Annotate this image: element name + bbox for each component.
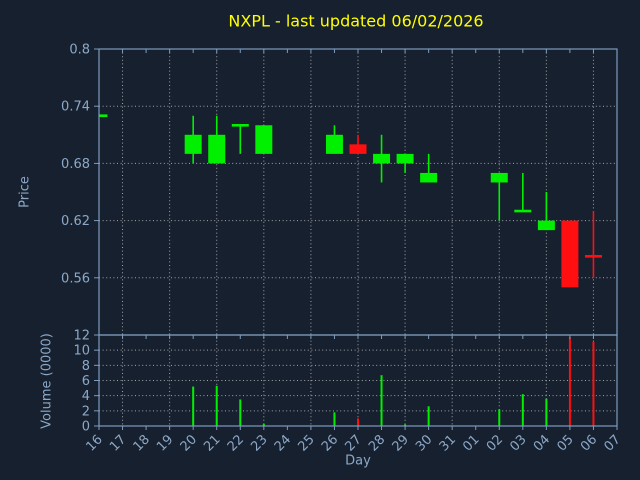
price-tick-labels: 0.8 0.74 0.68 0.62 0.56 [61, 43, 90, 287]
x-tick-label-16: 16 [84, 432, 106, 454]
x-tick-label-29: 29 [390, 432, 412, 454]
x-axis-label: Day [345, 453, 371, 469]
volume-bar-03 [521, 394, 524, 426]
candle-28 [373, 134, 391, 183]
price-panel-spine [98, 48, 618, 336]
x-tick-label-03: 03 [507, 432, 529, 454]
volume-bar-21 [215, 385, 218, 426]
price-tick-label-0.8: 0.8 [69, 43, 90, 58]
x-tick-label-04: 04 [531, 432, 553, 454]
x-tick-label-02: 02 [484, 432, 506, 454]
x-tick-label-25: 25 [295, 432, 317, 454]
volume-tick-label-12: 12 [73, 329, 90, 344]
volume-bar-20 [192, 386, 195, 426]
price-tick-label-0.68: 0.68 [61, 157, 90, 172]
x-tick-labels: 16 17 18 19 20 21 22 23 24 25 26 27 28 29 30 31 01 02 03 04… [84, 432, 624, 454]
x-tick-label-01: 01 [460, 432, 482, 454]
x-tick-label-07: 07 [602, 432, 624, 454]
volume-bar-02 [498, 409, 501, 426]
x-tick-label-28: 28 [366, 432, 388, 454]
x-tick-label-26: 26 [319, 432, 341, 454]
chart-title: NXPL - last updated 06/02/2026 [228, 11, 484, 31]
candle-21 [208, 115, 226, 164]
x-tick-label-30: 30 [413, 432, 435, 454]
volume-axis-label: Volume (0000) [39, 333, 55, 429]
price-tick-label-0.62: 0.62 [61, 214, 90, 229]
volume-tick-label-0: 0 [82, 420, 90, 435]
volume-bars [192, 337, 595, 426]
x-tick-label-24: 24 [272, 432, 294, 454]
volume-tick-label-8: 8 [82, 359, 90, 374]
candle-03 [514, 172, 532, 213]
price-tick-label-0.74: 0.74 [61, 100, 90, 115]
x-tick-label-05: 05 [554, 432, 576, 454]
candle-27 [349, 134, 367, 154]
volume-bar-04 [545, 398, 548, 426]
candle-body [325, 134, 343, 154]
volume-bar-23 [262, 423, 265, 426]
candles [99, 114, 602, 288]
x-tick-label-23: 23 [248, 432, 270, 454]
x-tick-label-17: 17 [107, 432, 129, 454]
volume-bar-29 [404, 424, 407, 426]
volume-tick-label-4: 4 [82, 389, 90, 404]
candle-body [255, 125, 273, 154]
candle-body [561, 220, 579, 288]
candle-29 [396, 153, 414, 173]
volume-bar-27 [357, 418, 359, 426]
candle-04 [537, 192, 555, 231]
x-tick-label-21: 21 [201, 432, 223, 454]
candle-body [349, 144, 367, 154]
candle-body [208, 134, 226, 164]
volume-tick-label-2: 2 [82, 404, 90, 419]
x-tick-label-27: 27 [343, 432, 365, 454]
x-tick-label-06: 06 [578, 432, 600, 454]
candle-06 [584, 211, 602, 278]
x-tick-label-31: 31 [437, 432, 459, 454]
candle-02 [490, 172, 508, 221]
candle-22 [231, 123, 249, 154]
candle-20 [184, 115, 202, 164]
candle-body [373, 153, 391, 164]
candle-body [490, 172, 508, 183]
candle-body [184, 134, 202, 154]
candle-05 [561, 220, 579, 288]
candle-body [420, 172, 438, 183]
candle-23 [255, 125, 273, 154]
volume-bar-22 [239, 399, 242, 426]
x-tick-label-20: 20 [178, 432, 200, 454]
volume-bar-26 [333, 412, 336, 426]
candle-body [537, 220, 555, 231]
candle-30 [420, 153, 438, 183]
volume-bar-05 [568, 337, 571, 426]
candle-26 [325, 125, 343, 154]
tick-marks [94, 48, 618, 430]
price-axis-label: Price [17, 176, 33, 208]
x-gridlines [122, 49, 594, 426]
volume-bar-06 [592, 341, 595, 426]
volume-tick-label-10: 10 [73, 344, 90, 359]
price-tick-label-0.56: 0.56 [61, 271, 90, 286]
x-tick-label-22: 22 [225, 432, 247, 454]
x-tick-label-19: 19 [154, 432, 176, 454]
volume-tick-label-6: 6 [82, 374, 90, 389]
volume-bar-30 [427, 406, 430, 426]
candle-body [396, 153, 414, 164]
volume-bar-28 [380, 375, 383, 426]
x-tick-label-18: 18 [131, 432, 153, 454]
